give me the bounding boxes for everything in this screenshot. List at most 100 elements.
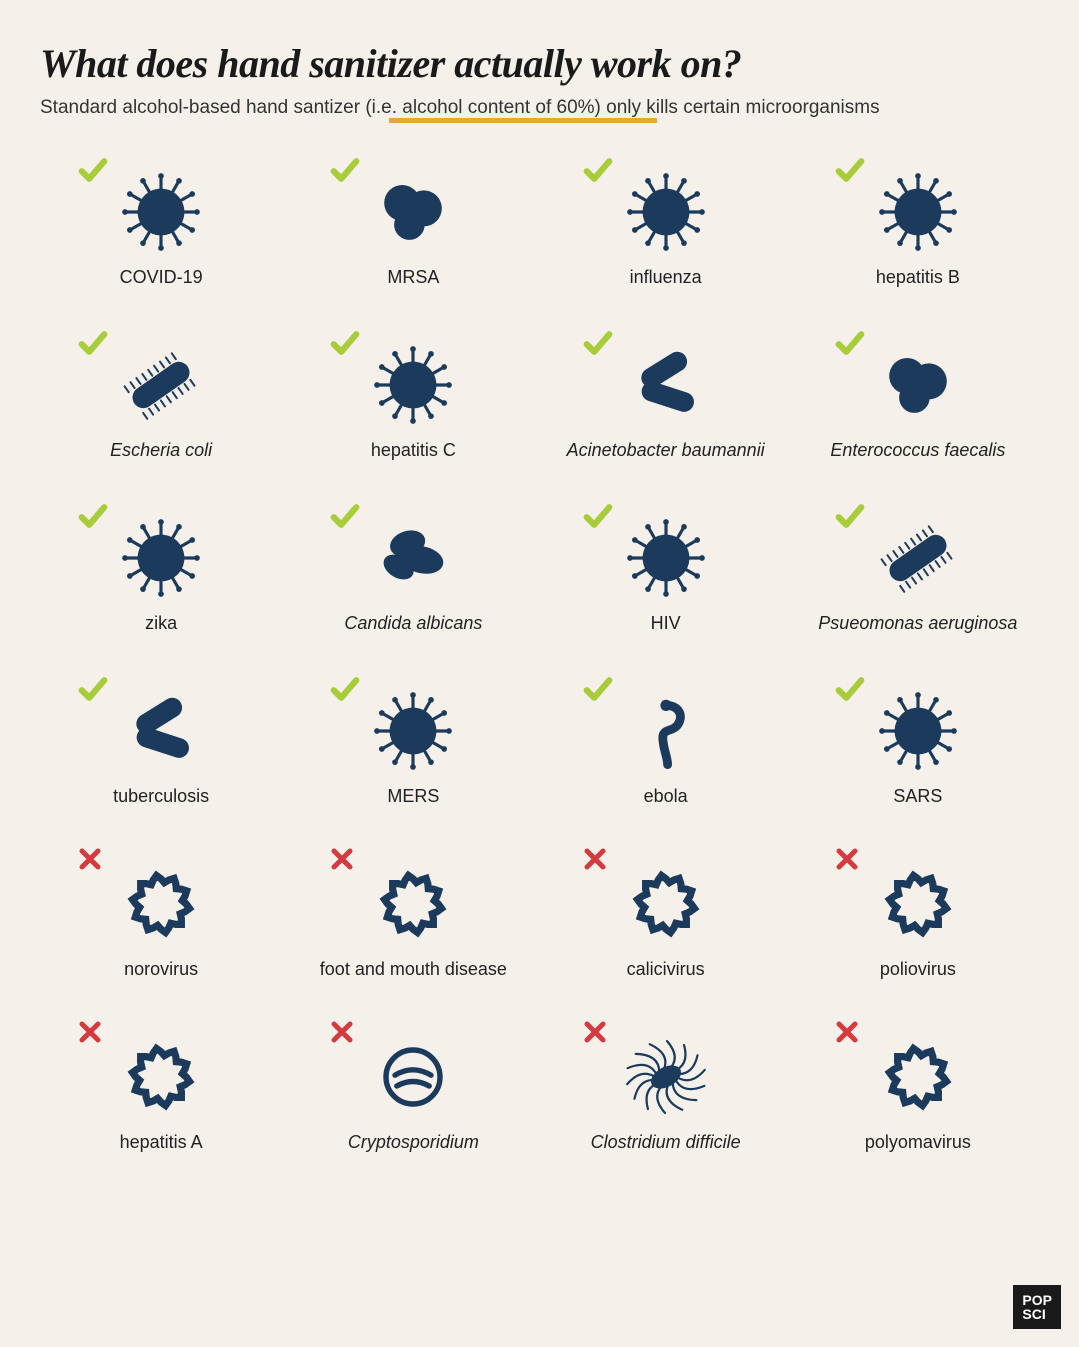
naked-icon: [606, 859, 726, 949]
virus-icon: [101, 167, 221, 257]
organism-label: calicivirus: [627, 959, 705, 980]
organism-label: Escheria coli: [110, 440, 212, 461]
virus-icon: [858, 167, 978, 257]
organism-cell: Clostridium difficile: [545, 1032, 787, 1153]
organism-cell: Acinetobacter baumannii: [545, 340, 787, 461]
rod-icon: [858, 513, 978, 603]
organism-label: ebola: [644, 786, 688, 807]
organism-cell: hepatitis B: [797, 167, 1039, 288]
organism-cell: foot and mouth disease: [292, 859, 534, 980]
organism-cell: norovirus: [40, 859, 282, 980]
cocci-icon: [353, 167, 473, 257]
organism-cell: COVID-19: [40, 167, 282, 288]
logo-line1: POP: [1022, 1293, 1052, 1307]
page-title: What does hand sanitizer actually work o…: [40, 40, 1039, 87]
organism-cell: SARS: [797, 686, 1039, 807]
cocci-icon: [858, 340, 978, 430]
check-icon: [78, 155, 106, 183]
organism-label: hepatitis C: [371, 440, 456, 461]
check-icon: [78, 328, 106, 356]
organism-label: HIV: [651, 613, 681, 634]
oocyst-icon: [353, 1032, 473, 1122]
organism-cell: hepatitis A: [40, 1032, 282, 1153]
cross-icon: [835, 847, 863, 875]
organism-label: polyomavirus: [865, 1132, 971, 1153]
organism-cell: hepatitis C: [292, 340, 534, 461]
filovirus-icon: [606, 686, 726, 776]
check-icon: [835, 328, 863, 356]
cross-icon: [583, 1020, 611, 1048]
check-icon: [835, 501, 863, 529]
naked-icon: [101, 859, 221, 949]
organism-label: SARS: [893, 786, 942, 807]
organism-label: foot and mouth disease: [320, 959, 507, 980]
check-icon: [583, 501, 611, 529]
naked-icon: [101, 1032, 221, 1122]
organism-label: zika: [145, 613, 177, 634]
organism-label: Cryptosporidium: [348, 1132, 479, 1153]
cross-icon: [835, 1020, 863, 1048]
organism-cell: zika: [40, 513, 282, 634]
organism-label: Candida albicans: [344, 613, 482, 634]
virus-icon: [606, 513, 726, 603]
organism-cell: ebola: [545, 686, 787, 807]
organism-cell: Candida albicans: [292, 513, 534, 634]
check-icon: [78, 501, 106, 529]
check-icon: [330, 501, 358, 529]
cross-icon: [583, 847, 611, 875]
capsules-icon: [606, 340, 726, 430]
organism-label: COVID-19: [120, 267, 203, 288]
virus-icon: [101, 513, 221, 603]
organism-label: MRSA: [387, 267, 439, 288]
organism-label: Enterococcus faecalis: [830, 440, 1005, 461]
organism-label: MERS: [387, 786, 439, 807]
check-icon: [78, 674, 106, 702]
organism-label: Clostridium difficile: [591, 1132, 741, 1153]
organism-cell: influenza: [545, 167, 787, 288]
subtitle-underline: [389, 118, 657, 123]
check-icon: [835, 155, 863, 183]
organism-grid: COVID-19 MRSA influenza hepatitis B Esch…: [40, 167, 1039, 1153]
organism-cell: poliovirus: [797, 859, 1039, 980]
blobs-icon: [353, 513, 473, 603]
organism-cell: Escheria coli: [40, 340, 282, 461]
check-icon: [330, 328, 358, 356]
flagella-icon: [606, 1032, 726, 1122]
check-icon: [835, 674, 863, 702]
organism-cell: MRSA: [292, 167, 534, 288]
virus-icon: [353, 686, 473, 776]
organism-label: Psueomonas aeruginosa: [818, 613, 1017, 634]
capsules-icon: [101, 686, 221, 776]
virus-icon: [606, 167, 726, 257]
check-icon: [583, 155, 611, 183]
cross-icon: [330, 847, 358, 875]
virus-icon: [353, 340, 473, 430]
naked-icon: [858, 859, 978, 949]
naked-icon: [353, 859, 473, 949]
cross-icon: [78, 847, 106, 875]
organism-label: norovirus: [124, 959, 198, 980]
organism-label: influenza: [630, 267, 702, 288]
organism-cell: HIV: [545, 513, 787, 634]
rod-icon: [101, 340, 221, 430]
organism-cell: calicivirus: [545, 859, 787, 980]
organism-cell: Psueomonas aeruginosa: [797, 513, 1039, 634]
organism-label: hepatitis A: [120, 1132, 203, 1153]
organism-cell: Cryptosporidium: [292, 1032, 534, 1153]
organism-cell: Enterococcus faecalis: [797, 340, 1039, 461]
organism-label: tuberculosis: [113, 786, 209, 807]
organism-label: Acinetobacter baumannii: [567, 440, 765, 461]
organism-cell: MERS: [292, 686, 534, 807]
cross-icon: [330, 1020, 358, 1048]
organism-cell: tuberculosis: [40, 686, 282, 807]
check-icon: [583, 328, 611, 356]
organism-label: hepatitis B: [876, 267, 960, 288]
check-icon: [330, 674, 358, 702]
check-icon: [330, 155, 358, 183]
cross-icon: [78, 1020, 106, 1048]
naked-icon: [858, 1032, 978, 1122]
organism-cell: polyomavirus: [797, 1032, 1039, 1153]
check-icon: [583, 674, 611, 702]
logo-line2: SCI: [1022, 1307, 1052, 1321]
popsci-logo: POP SCI: [1013, 1285, 1061, 1329]
